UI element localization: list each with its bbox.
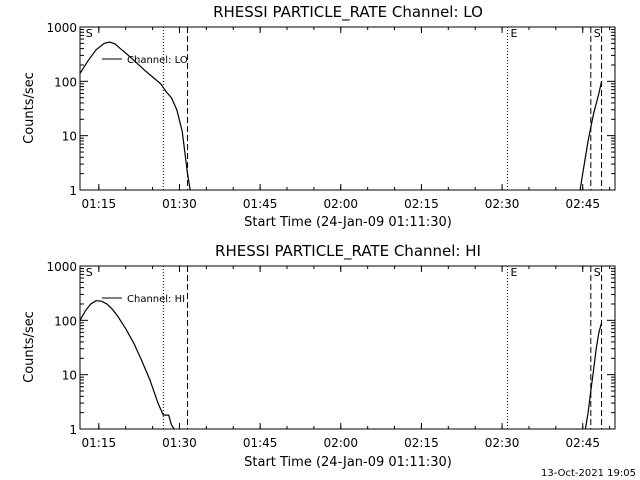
series-line [79, 300, 175, 430]
chart-panel-lo: RHESSI PARTICLE_RATE Channel: LO Start T… [22, 3, 616, 230]
x-tick-label: 02:15 [404, 197, 439, 211]
event-marker-label: S [594, 27, 601, 40]
y-tick-label: 10 [62, 369, 77, 383]
event-marker-label: S [86, 266, 93, 279]
x-tick-label: 01:30 [162, 436, 197, 450]
x-tick-label: 01:45 [243, 436, 278, 450]
chart-title: RHESSI PARTICLE_RATE Channel: LO [213, 3, 483, 22]
y-tick-label: 100 [54, 75, 77, 89]
x-tick-label: 02:00 [323, 197, 358, 211]
x-tick-label: 02:15 [404, 436, 439, 450]
plot-frame [79, 26, 616, 191]
y-tick-label: 1 [69, 184, 77, 198]
x-tick-label: 01:45 [243, 197, 278, 211]
series-line [79, 41, 191, 191]
chart-panel-hi: RHESSI PARTICLE_RATE Channel: HI Start T… [22, 242, 616, 470]
y-tick-label: 1 [69, 423, 77, 437]
y-tick-label: 10 [62, 130, 77, 144]
event-marker-label: S [594, 266, 601, 279]
x-tick-label: 01:15 [82, 436, 117, 450]
plot-frame [79, 265, 616, 430]
legend-label: Channel: HI [127, 294, 185, 305]
generation-timestamp: 13-Oct-2021 19:05 [541, 468, 636, 479]
y-tick-label: 1000 [46, 260, 77, 274]
x-tick-label: 01:30 [162, 197, 197, 211]
series-line [579, 81, 603, 191]
x-tick-label: 01:15 [82, 197, 117, 211]
series-line [584, 322, 603, 430]
x-tick-label: 02:30 [485, 436, 520, 450]
y-tick-label: 1000 [46, 21, 77, 35]
legend-label: Channel: LO [127, 55, 188, 66]
x-tick-label: 02:45 [565, 197, 600, 211]
event-marker-label: S [86, 27, 93, 40]
event-marker-label: E [510, 27, 517, 40]
x-tick-label: 02:30 [485, 197, 520, 211]
x-axis-label: Start Time (24-Jan-09 01:11:30) [244, 215, 452, 230]
event-marker-label: E [510, 266, 517, 279]
y-axis-label: Counts/sec [22, 72, 37, 144]
x-tick-label: 02:00 [323, 436, 358, 450]
y-axis-label: Counts/sec [22, 311, 37, 383]
x-axis-label: Start Time (24-Jan-09 01:11:30) [244, 455, 452, 470]
y-tick-label: 100 [54, 314, 77, 328]
x-tick-label: 02:45 [565, 436, 600, 450]
chart-title: RHESSI PARTICLE_RATE Channel: HI [215, 242, 481, 261]
